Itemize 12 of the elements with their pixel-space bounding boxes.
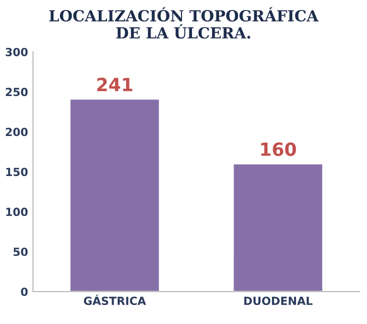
y-tick-label: 100 xyxy=(6,208,28,216)
data-label: 160 xyxy=(261,142,296,156)
y-tick-label: 300 xyxy=(6,48,28,56)
data-label: 241 xyxy=(97,78,132,92)
y-tick-label: 0 xyxy=(20,288,28,296)
chart-title: LOCALIZACIÓN TOPOGRÁFICA DE LA ÚLCERA. xyxy=(49,7,319,39)
x-tick-label: GÁSTRICA xyxy=(84,294,146,306)
x-tick-label: DUODENAL xyxy=(244,296,312,306)
y-tick-label: 50 xyxy=(14,248,28,256)
y-tick-label: 200 xyxy=(6,128,28,136)
y-tick-label: 250 xyxy=(6,88,28,96)
y-tick-label: 150 xyxy=(6,168,28,176)
